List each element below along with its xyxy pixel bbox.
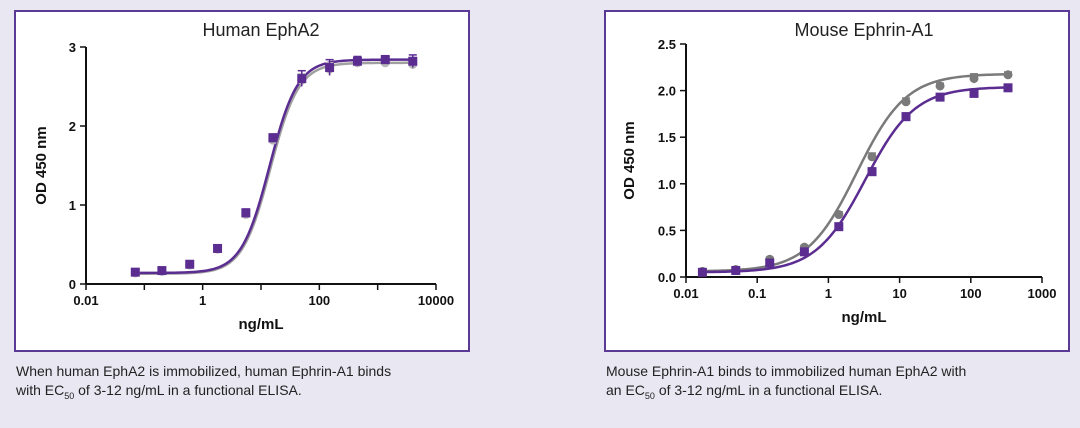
x-tick-label: 100 (960, 286, 982, 301)
y-tick-label: 2.0 (658, 84, 676, 99)
fit-curve (702, 73, 1009, 273)
caption-mouse-ephrin-a1: Mouse Ephrin-A1 binds to immobilized hum… (606, 362, 1076, 406)
y-tick-label: 2.5 (658, 37, 676, 52)
data-point-square (901, 112, 911, 122)
data-point-circle (969, 73, 979, 83)
data-point-circle (867, 152, 877, 162)
fit-curve (135, 58, 413, 275)
data-point-square (268, 133, 278, 143)
caption-post: of 3-12 ng/mL in a functional ELISA. (654, 382, 883, 398)
y-tick-label: 1.0 (658, 177, 676, 192)
chart-title: Human EphA2 (202, 20, 319, 40)
chart-panel-mouse-ephrin-a1: Mouse Ephrin-A1 0.01 0.1 1 10 100 1000 0.0 0.5 1.… (604, 10, 1070, 352)
fit-curve (702, 86, 1009, 274)
y-tick-label: 0.0 (658, 270, 676, 285)
data-point-square (185, 259, 195, 269)
data-point-square (352, 56, 362, 66)
x-axis-label: ng/mL (842, 309, 887, 326)
data-point-square (380, 55, 390, 65)
data-point-circle (834, 210, 844, 220)
fit-curve (135, 61, 413, 275)
x-tick-label: 0.01 (73, 293, 98, 308)
chart-title: Mouse Ephrin-A1 (794, 20, 933, 40)
data-point-square (1003, 83, 1013, 93)
data-point-square (765, 258, 775, 268)
chart-human-epha2: Human EphA2 0.01 1 100 10000 0 1 2 3 ng/mL OD 450 … (33, 20, 454, 333)
data-point-square (325, 63, 335, 73)
y-tick-label: 0 (69, 277, 76, 292)
data-point-circle (901, 97, 911, 107)
y-tick-label: 0.5 (658, 223, 676, 238)
x-tick-label: 100 (308, 293, 330, 308)
caption-line1: When human EphA2 is immobilized, human E… (16, 363, 392, 379)
data-point-square (408, 56, 418, 66)
caption-pre: an EC (606, 382, 645, 398)
y-axis-label: OD 450 nm (621, 121, 638, 199)
data-point-square (297, 74, 307, 84)
chart-mouse-ephrin-a1: Mouse Ephrin-A1 0.01 0.1 1 10 100 1000 0.0 0.5 1.… (621, 20, 1057, 326)
caption-sub: 50 (644, 390, 655, 401)
data-point-square (799, 247, 809, 257)
data-point-square (731, 265, 741, 275)
x-tick-label: 1000 (1028, 286, 1057, 301)
caption-line1: Mouse Ephrin-A1 binds to immobilized hum… (606, 363, 967, 379)
data-point-square (697, 267, 707, 277)
y-axis-label: OD 450 nm (33, 126, 50, 204)
caption-human-epha2: When human EphA2 is immobilized, human E… (16, 362, 486, 406)
data-point-square (213, 243, 223, 253)
data-point-circle (935, 81, 945, 91)
x-tick-label: 1 (199, 293, 206, 308)
caption-post: of 3-12 ng/mL in a functional ELISA. (74, 382, 302, 398)
x-tick-label: 0.1 (748, 286, 766, 301)
y-tick-label: 3 (69, 40, 76, 55)
x-tick-label: 1 (825, 286, 832, 301)
x-tick-label: 10 (892, 286, 906, 301)
caption-sub: 50 (64, 390, 75, 401)
y-tick-label: 1 (69, 198, 76, 213)
data-point-square (834, 222, 844, 232)
x-tick-label: 0.01 (673, 286, 698, 301)
data-point-circle (1003, 70, 1013, 80)
y-tick-label: 2 (69, 119, 76, 134)
data-point-square (157, 266, 167, 276)
y-tick-label: 1.5 (658, 130, 676, 145)
data-point-square (935, 92, 945, 102)
caption-pre: with EC (16, 382, 65, 398)
data-point-square (867, 167, 877, 177)
chart-panel-human-epha2: Human EphA2 0.01 1 100 10000 0 1 2 3 ng/mL OD 450 … (14, 10, 470, 352)
x-tick-label: 10000 (418, 293, 454, 308)
x-axis-label: ng/mL (239, 316, 284, 333)
data-point-square (241, 208, 251, 218)
data-point-square (969, 88, 979, 98)
data-point-square (130, 267, 140, 277)
